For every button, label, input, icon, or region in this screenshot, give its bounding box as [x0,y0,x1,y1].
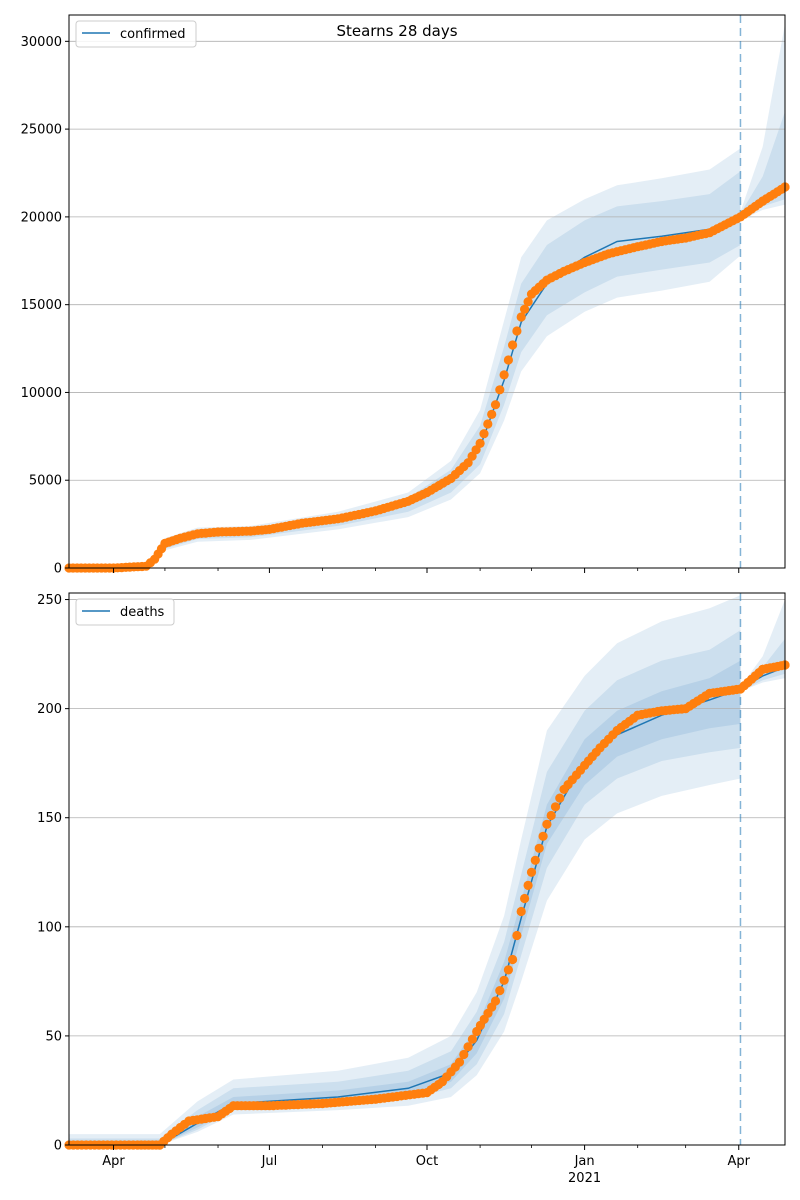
observed-point [495,385,505,395]
y-tick-label: 20000 [21,210,62,225]
interval-band-3 [740,23,785,221]
observed-point [523,880,533,891]
confirmed-y-axis: 0 5000 10000 15000 20000 25000 30000 [21,35,69,577]
y-tick-label: 0 [54,1139,62,1154]
observed-point [507,954,518,965]
observed-point [454,1057,465,1067]
observed-point [503,355,513,365]
observed-point [516,906,526,917]
observed-point [512,326,522,336]
y-tick-label: 15000 [21,298,62,313]
y-tick-label: 250 [37,593,62,608]
observed-point [459,1049,469,1060]
legend-label-confirmed: confirmed [120,27,186,42]
confirmed-legend: confirmed [75,20,197,48]
observed-point [542,819,552,829]
observed-point [490,400,501,410]
x-tick-label: Apr [102,1154,125,1169]
y-tick-label: 150 [37,811,62,826]
observed-point [483,419,493,429]
observed-point [467,1034,477,1044]
observed-point [479,429,489,439]
observed-point [495,986,505,996]
observed-point [520,893,530,904]
observed-point [499,370,509,380]
observed-point [503,965,513,975]
y-tick-label: 25000 [21,123,62,138]
y-tick-label: 5000 [29,474,62,489]
observed-point [475,438,485,448]
x-tick-label: Jul [261,1154,278,1169]
y-tick-label: 200 [37,702,62,717]
x-tick-label: Apr [728,1154,751,1169]
y-tick-label: 10000 [21,386,62,401]
observed-point [534,843,544,853]
deaths-x-axis: Apr Jul Oct Jan Apr 2021 [102,1145,751,1186]
confirmed-panel: 0 5000 10000 15000 20000 25000 30000 confirmed… [21,14,790,577]
deaths-y-axis: 0 50 100 150 200 250 [37,593,69,1154]
y-tick-label: 0 [54,562,62,577]
observed-point [523,297,533,307]
interval-band-1 [69,148,741,568]
x-year-label: 2021 [568,1171,601,1186]
y-tick-label: 30000 [21,35,62,50]
deaths-panel: 0 50 100 150 200 250 Apr Jul Oct Jan Apr 2021 deat… [37,592,790,1186]
interval-band-1 [69,595,741,1145]
observed-point [512,930,522,941]
legend-box [75,598,175,626]
observed-point [487,409,497,419]
interval-band-2 [69,630,741,1145]
y-tick-label: 100 [37,920,62,935]
observed-point [520,304,530,314]
x-tick-label: Jan [574,1154,595,1169]
deaths-legend: deaths [75,598,175,626]
observed-point [526,867,537,877]
confirmed-x-axis-ticks [113,568,740,573]
x-tick-label: Oct [416,1154,438,1169]
observed-point [499,975,509,985]
observed-point [490,996,501,1006]
observed-point [463,1042,473,1052]
y-tick-label: 50 [45,1029,62,1044]
observed-point [550,802,561,812]
legend-box [75,20,197,48]
observed-point [538,831,548,841]
observed-point [507,340,518,350]
observed-point [530,855,540,865]
legend-label-deaths: deaths [120,605,165,620]
observed-point [555,793,565,803]
observed-point [516,312,526,322]
confirmed-observed-points [64,182,790,573]
figure-title: Stearns 28 days [336,22,457,40]
observed-point [546,810,556,821]
